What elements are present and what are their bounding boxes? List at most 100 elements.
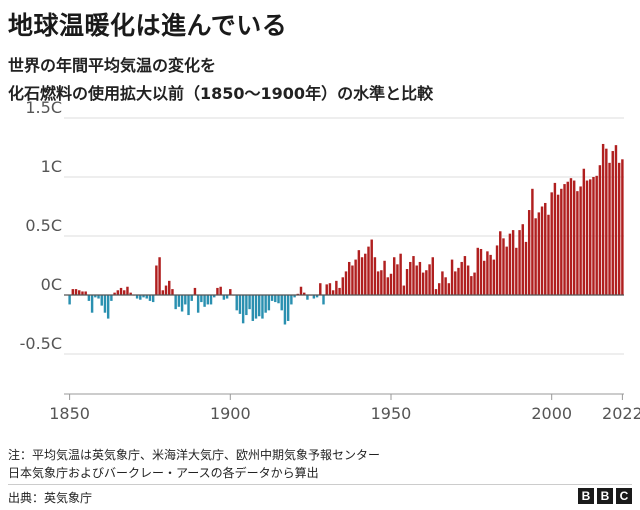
footnote-line1: 注：平均気温は英気象庁、米海洋大気庁、欧州中期気象予報センター [8,448,381,462]
bar-1999 [547,214,550,295]
bar-1922 [299,286,303,295]
bar-1992 [524,241,528,295]
bar-1931 [328,283,332,295]
bar-1940 [357,250,361,295]
bar-1917 [283,295,287,325]
bar-1966 [441,271,444,295]
bar-1953 [399,253,402,295]
y-tick-label: 1C [41,157,62,176]
bar-1854 [81,291,84,295]
bar-1978 [479,248,483,295]
bar-1979 [482,260,486,295]
bar-1890 [196,295,200,313]
bar-2016 [601,143,605,295]
bar-1873 [142,295,145,298]
bar-1864 [113,292,116,295]
bar-1974 [466,265,470,295]
footnote-line2: 日本気象庁およびバークレー・アースの各データから算出 [8,466,319,480]
bar-1944 [370,239,373,295]
bar-1993 [527,210,531,295]
bar-2017 [605,148,608,295]
bar-1968 [447,283,451,295]
bar-1883 [174,295,177,310]
bar-1935 [341,277,344,295]
bar-1878 [158,257,161,295]
bar-1948 [383,260,386,295]
bar-1911 [264,295,267,313]
bar-1986 [505,246,508,295]
bar-2020 [614,145,618,295]
x-tick-label: 1850 [49,404,90,423]
x-tick-label: 1950 [371,404,412,423]
x-tick-label: 2022 [602,404,640,423]
bar-1875 [148,295,152,301]
bar-1960 [421,272,425,295]
bar-1936 [344,271,348,295]
x-tick-label: 1900 [210,404,251,423]
bar-1923 [303,292,306,295]
bar-1951 [392,257,396,295]
bar-1862 [106,295,110,319]
bar-1906 [248,295,251,310]
bar-1893 [206,295,210,305]
bar-2019 [611,151,614,295]
bar-1928 [319,283,322,295]
bar-1851 [71,289,75,295]
bar-1888 [190,295,193,301]
temperature-bar-chart: 1.5C 1C 0.5C 0C -0.5C 1850 1900 1950 2000 2022 [20,100,640,423]
bar-1894 [209,295,213,305]
bar-2003 [560,188,563,295]
bar-1947 [380,270,383,295]
bar-1902 [235,295,238,311]
bar-2014 [595,175,598,295]
bar-1933 [335,280,338,295]
bar-1919 [290,295,293,305]
bar-1982 [492,259,496,295]
bar-1904 [241,295,245,324]
bar-1958 [415,265,418,295]
bar-1867 [123,290,126,295]
bar-1910 [261,295,264,319]
bar-1913 [270,295,274,301]
bar-1861 [103,295,107,313]
bar-1892 [203,295,206,307]
bar-1900 [229,289,232,295]
bar-1899 [225,295,229,299]
bar-1984 [499,231,502,295]
y-tick-label: -0.5C [20,334,62,353]
bar-1997 [540,206,544,295]
bbc-logo-letter: B [578,488,594,504]
bar-1961 [425,270,428,295]
bar-1930 [325,284,328,295]
bar-1914 [274,295,277,303]
bar-1976 [473,272,476,295]
bar-1884 [177,295,181,307]
bar-1916 [280,295,283,311]
bar-1880 [164,285,168,295]
bar-2004 [563,184,566,295]
y-tick-label: 0.5C [25,216,62,235]
bar-1949 [386,277,389,295]
bar-1942 [364,253,367,295]
bar-1988 [511,230,515,295]
bar-1946 [376,271,380,295]
bar-2005 [566,181,569,295]
bar-2011 [585,180,589,295]
bar-1905 [245,295,248,316]
bar-2009 [579,186,582,295]
bar-1991 [521,224,524,295]
bar-1865 [116,290,120,295]
bar-1927 [315,295,319,298]
bar-1897 [219,286,222,295]
bbc-logo-letter: C [616,488,632,504]
bar-1874 [145,295,148,299]
bar-1915 [277,295,280,304]
bar-2000 [550,192,553,295]
bar-1885 [180,295,184,312]
bar-1959 [418,261,422,295]
bar-1998 [544,202,547,295]
bar-1857 [90,295,94,313]
bar-1952 [396,264,399,295]
bar-1987 [508,233,512,295]
bar-1995 [534,218,537,295]
